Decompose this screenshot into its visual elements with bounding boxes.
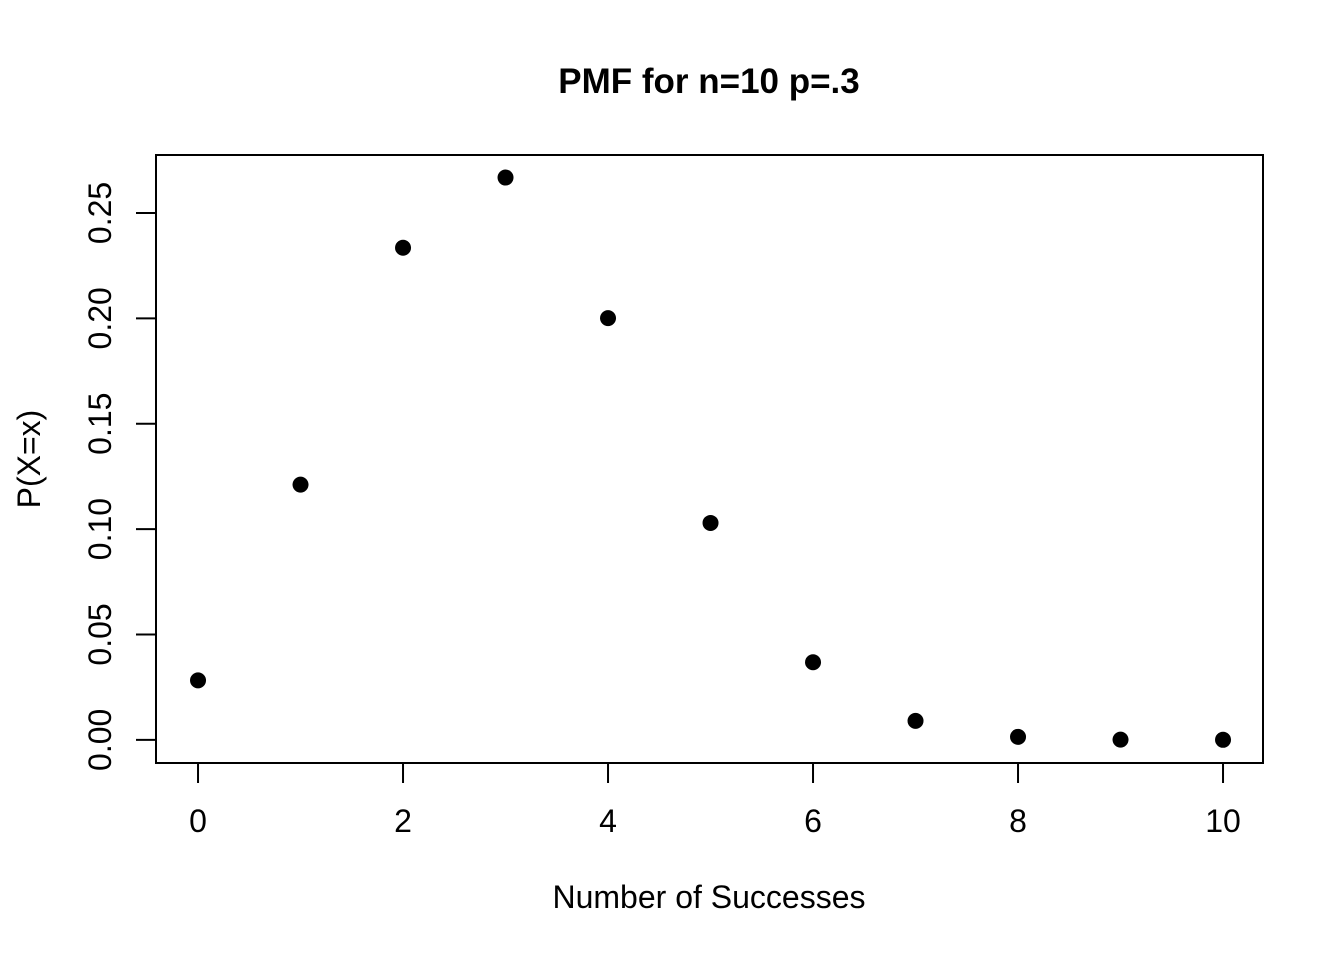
data-point <box>702 514 719 531</box>
data-point <box>190 672 207 689</box>
y-tick-label: 0.10 <box>82 498 118 560</box>
x-tick-label: 2 <box>394 803 412 839</box>
y-tick-label: 0.25 <box>82 182 118 244</box>
x-axis-label: Number of Successes <box>552 879 865 915</box>
x-axis-ticks: 0 2 4 6 8 10 <box>189 763 1241 839</box>
data-point <box>1010 728 1027 745</box>
data-point <box>292 476 309 493</box>
data-point <box>395 239 412 256</box>
data-point <box>1112 731 1129 748</box>
x-tick-label: 6 <box>804 803 822 839</box>
y-tick-label: 0.00 <box>82 709 118 771</box>
y-axis-ticks: 0.00 0.05 0.10 0.15 0.20 0.25 <box>82 182 156 771</box>
data-points <box>190 169 1232 748</box>
y-tick-label: 0.20 <box>82 287 118 349</box>
x-tick-label: 4 <box>599 803 617 839</box>
data-point <box>497 169 514 186</box>
y-tick-label: 0.05 <box>82 603 118 665</box>
x-tick-label: 8 <box>1009 803 1027 839</box>
data-point <box>907 712 924 729</box>
y-axis-label: P(X=x) <box>11 410 47 509</box>
data-point <box>600 310 617 327</box>
data-point <box>805 654 822 671</box>
x-tick-label: 10 <box>1205 803 1241 839</box>
y-tick-label: 0.15 <box>82 393 118 455</box>
data-point <box>1215 731 1232 748</box>
chart-title: PMF for n=10 p=.3 <box>558 62 859 101</box>
x-tick-label: 0 <box>189 803 207 839</box>
plot-border <box>155 154 1264 764</box>
